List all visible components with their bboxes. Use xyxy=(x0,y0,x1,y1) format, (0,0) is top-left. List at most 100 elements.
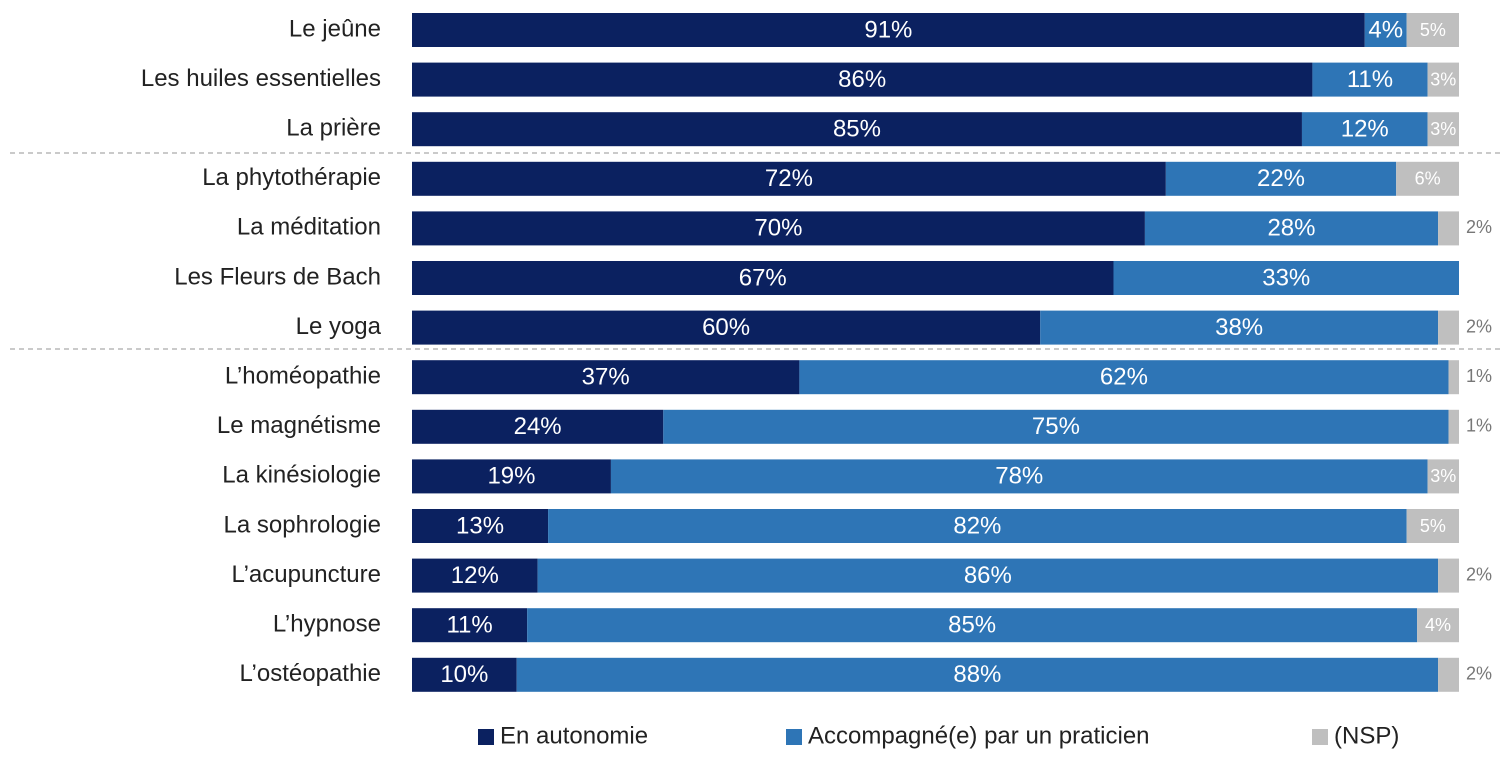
bar-segment xyxy=(1438,657,1459,692)
bar-segment xyxy=(1427,62,1459,97)
value-label: 4% xyxy=(1425,615,1451,635)
bar-segment xyxy=(1406,13,1459,47)
bar-segment xyxy=(1301,112,1428,147)
bar-segment xyxy=(412,310,1041,345)
value-label: 5% xyxy=(1420,20,1446,40)
value-label: 3% xyxy=(1430,119,1456,139)
bar-segment xyxy=(412,409,664,444)
category-label: La sophrologie xyxy=(224,511,381,538)
value-label: 12% xyxy=(1341,116,1389,143)
bar-segment xyxy=(412,62,1313,97)
value-label: 37% xyxy=(582,364,630,391)
value-label: 22% xyxy=(1257,165,1305,192)
value-label: 82% xyxy=(953,512,1001,539)
value-label: 72% xyxy=(765,165,813,192)
category-label: Les huiles essentielles xyxy=(141,65,381,92)
bar-segment xyxy=(412,657,517,692)
category-label: Les Fleurs de Bach xyxy=(174,263,381,290)
value-label: 19% xyxy=(487,463,535,490)
bar-segment xyxy=(537,558,1439,593)
bar-segment xyxy=(548,509,1407,543)
value-label: 67% xyxy=(739,264,787,291)
bar-segment xyxy=(1406,509,1459,543)
value-label: 1% xyxy=(1466,416,1492,436)
bar-segment xyxy=(663,409,1449,444)
bar-segment xyxy=(412,161,1166,196)
category-label: La kinésiologie xyxy=(222,462,381,489)
bar-segment xyxy=(1417,608,1459,643)
category-label: L’hypnose xyxy=(273,611,381,638)
bar-segment xyxy=(610,459,1428,494)
value-label: 62% xyxy=(1100,364,1148,391)
bar-segment xyxy=(1165,161,1397,196)
value-label: 10% xyxy=(440,661,488,688)
bar-segment xyxy=(1364,13,1407,47)
value-label: 91% xyxy=(864,16,912,43)
value-label: 86% xyxy=(838,66,886,93)
value-label: 86% xyxy=(964,562,1012,589)
legend-swatch xyxy=(478,729,494,745)
legend-swatch xyxy=(786,729,802,745)
bar-segment xyxy=(1438,310,1459,345)
value-label: 33% xyxy=(1262,264,1310,291)
bar-segment xyxy=(1438,211,1459,246)
bar-segment xyxy=(412,360,800,395)
value-label: 12% xyxy=(451,562,499,589)
value-label: 5% xyxy=(1420,516,1446,536)
value-label: 11% xyxy=(1347,66,1393,93)
bar-segment xyxy=(527,608,1418,643)
value-label: 2% xyxy=(1466,217,1492,237)
bar-segment xyxy=(412,509,549,543)
bar-segment xyxy=(1427,459,1459,494)
bar-segment xyxy=(412,13,1365,47)
category-label: L’homéopathie xyxy=(225,363,381,390)
value-label: 85% xyxy=(833,116,881,143)
category-label: Le jeûne xyxy=(289,15,381,42)
category-label: La prière xyxy=(286,115,381,142)
bar-segment xyxy=(799,360,1449,395)
bar-segment xyxy=(1448,360,1459,395)
value-label: 75% xyxy=(1032,413,1080,440)
category-label: Le magnétisme xyxy=(217,412,381,439)
bar-segment xyxy=(1438,558,1459,593)
value-label: 70% xyxy=(754,215,802,242)
category-label: Le yoga xyxy=(296,313,382,340)
bar-segment xyxy=(516,657,1439,692)
bar-segment xyxy=(1113,261,1459,295)
category-label: L’acupuncture xyxy=(232,561,381,588)
bar-segment xyxy=(1448,409,1459,444)
value-label: 6% xyxy=(1415,169,1441,189)
bar-segment xyxy=(412,211,1145,246)
bar-segment xyxy=(1427,112,1459,147)
value-label: 4% xyxy=(1368,16,1403,43)
bar-segment xyxy=(412,112,1302,147)
bar-segment xyxy=(412,558,538,593)
value-label: 78% xyxy=(995,463,1043,490)
bar-segment xyxy=(1312,62,1428,97)
legend-swatch xyxy=(1312,729,1328,745)
bar-segment xyxy=(412,459,611,494)
bar-segment xyxy=(412,608,528,643)
value-label: 85% xyxy=(948,612,996,639)
value-label: 11% xyxy=(446,612,492,639)
value-label: 3% xyxy=(1430,69,1456,89)
value-label: 88% xyxy=(953,661,1001,688)
category-label: La méditation xyxy=(237,214,381,241)
value-label: 2% xyxy=(1466,564,1492,584)
legend-label: Accompagné(e) par un praticien xyxy=(808,722,1150,749)
value-label: 28% xyxy=(1267,215,1315,242)
value-label: 2% xyxy=(1466,316,1492,336)
value-label: 1% xyxy=(1466,366,1492,386)
bar-segment xyxy=(1040,310,1439,345)
value-label: 38% xyxy=(1215,314,1263,341)
value-label: 3% xyxy=(1430,466,1456,486)
bar-segment xyxy=(412,261,1114,295)
bar-segment xyxy=(1396,161,1459,196)
value-label: 24% xyxy=(514,413,562,440)
legend-label: (NSP) xyxy=(1334,722,1399,749)
bar-segment xyxy=(1144,211,1439,246)
value-label: 2% xyxy=(1466,664,1492,684)
value-label: 13% xyxy=(456,512,504,539)
